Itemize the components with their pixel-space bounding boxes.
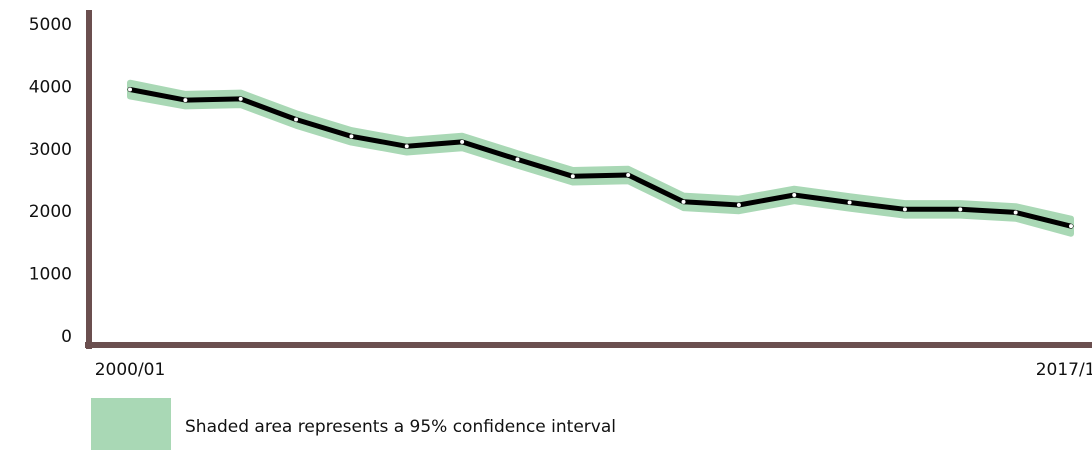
data-point bbox=[902, 207, 907, 212]
y-tick-label: 0 bbox=[61, 327, 72, 347]
confidence-band bbox=[127, 79, 1074, 237]
legend: Shaded area represents a 95% confidence … bbox=[91, 398, 616, 450]
data-point bbox=[515, 157, 520, 162]
data-point bbox=[792, 192, 797, 197]
data-point bbox=[404, 144, 409, 149]
legend-swatch bbox=[91, 398, 171, 450]
data-point bbox=[1013, 210, 1018, 215]
data-point bbox=[460, 139, 465, 144]
data-point bbox=[238, 96, 243, 101]
x-tick-label: 2017/18 bbox=[1036, 360, 1092, 380]
data-point bbox=[958, 207, 963, 212]
data-point bbox=[349, 134, 354, 139]
data-point bbox=[294, 117, 299, 122]
legend-label: Shaded area represents a 95% confidence … bbox=[185, 417, 616, 437]
data-point bbox=[626, 173, 631, 178]
y-tick-label: 3000 bbox=[29, 140, 72, 160]
y-tick-label: 1000 bbox=[29, 265, 72, 285]
series-line bbox=[127, 87, 1074, 229]
y-tick-label: 4000 bbox=[29, 77, 72, 97]
plot-area bbox=[127, 79, 1074, 237]
y-tick-label: 2000 bbox=[29, 202, 72, 222]
x-tick-label: 2000/01 bbox=[95, 360, 166, 380]
y-axis-ticks: 0 1000 2000 3000 4000 5000 bbox=[29, 15, 72, 347]
data-point bbox=[183, 98, 188, 103]
data-point bbox=[570, 174, 575, 179]
data-point bbox=[1069, 224, 1073, 229]
data-point bbox=[128, 87, 132, 92]
y-tick-label: 5000 bbox=[29, 15, 72, 35]
data-point bbox=[736, 202, 741, 207]
data-point bbox=[681, 199, 686, 204]
data-point bbox=[847, 200, 852, 205]
x-axis-ticks: 2000/01 2017/18 bbox=[95, 360, 1092, 380]
